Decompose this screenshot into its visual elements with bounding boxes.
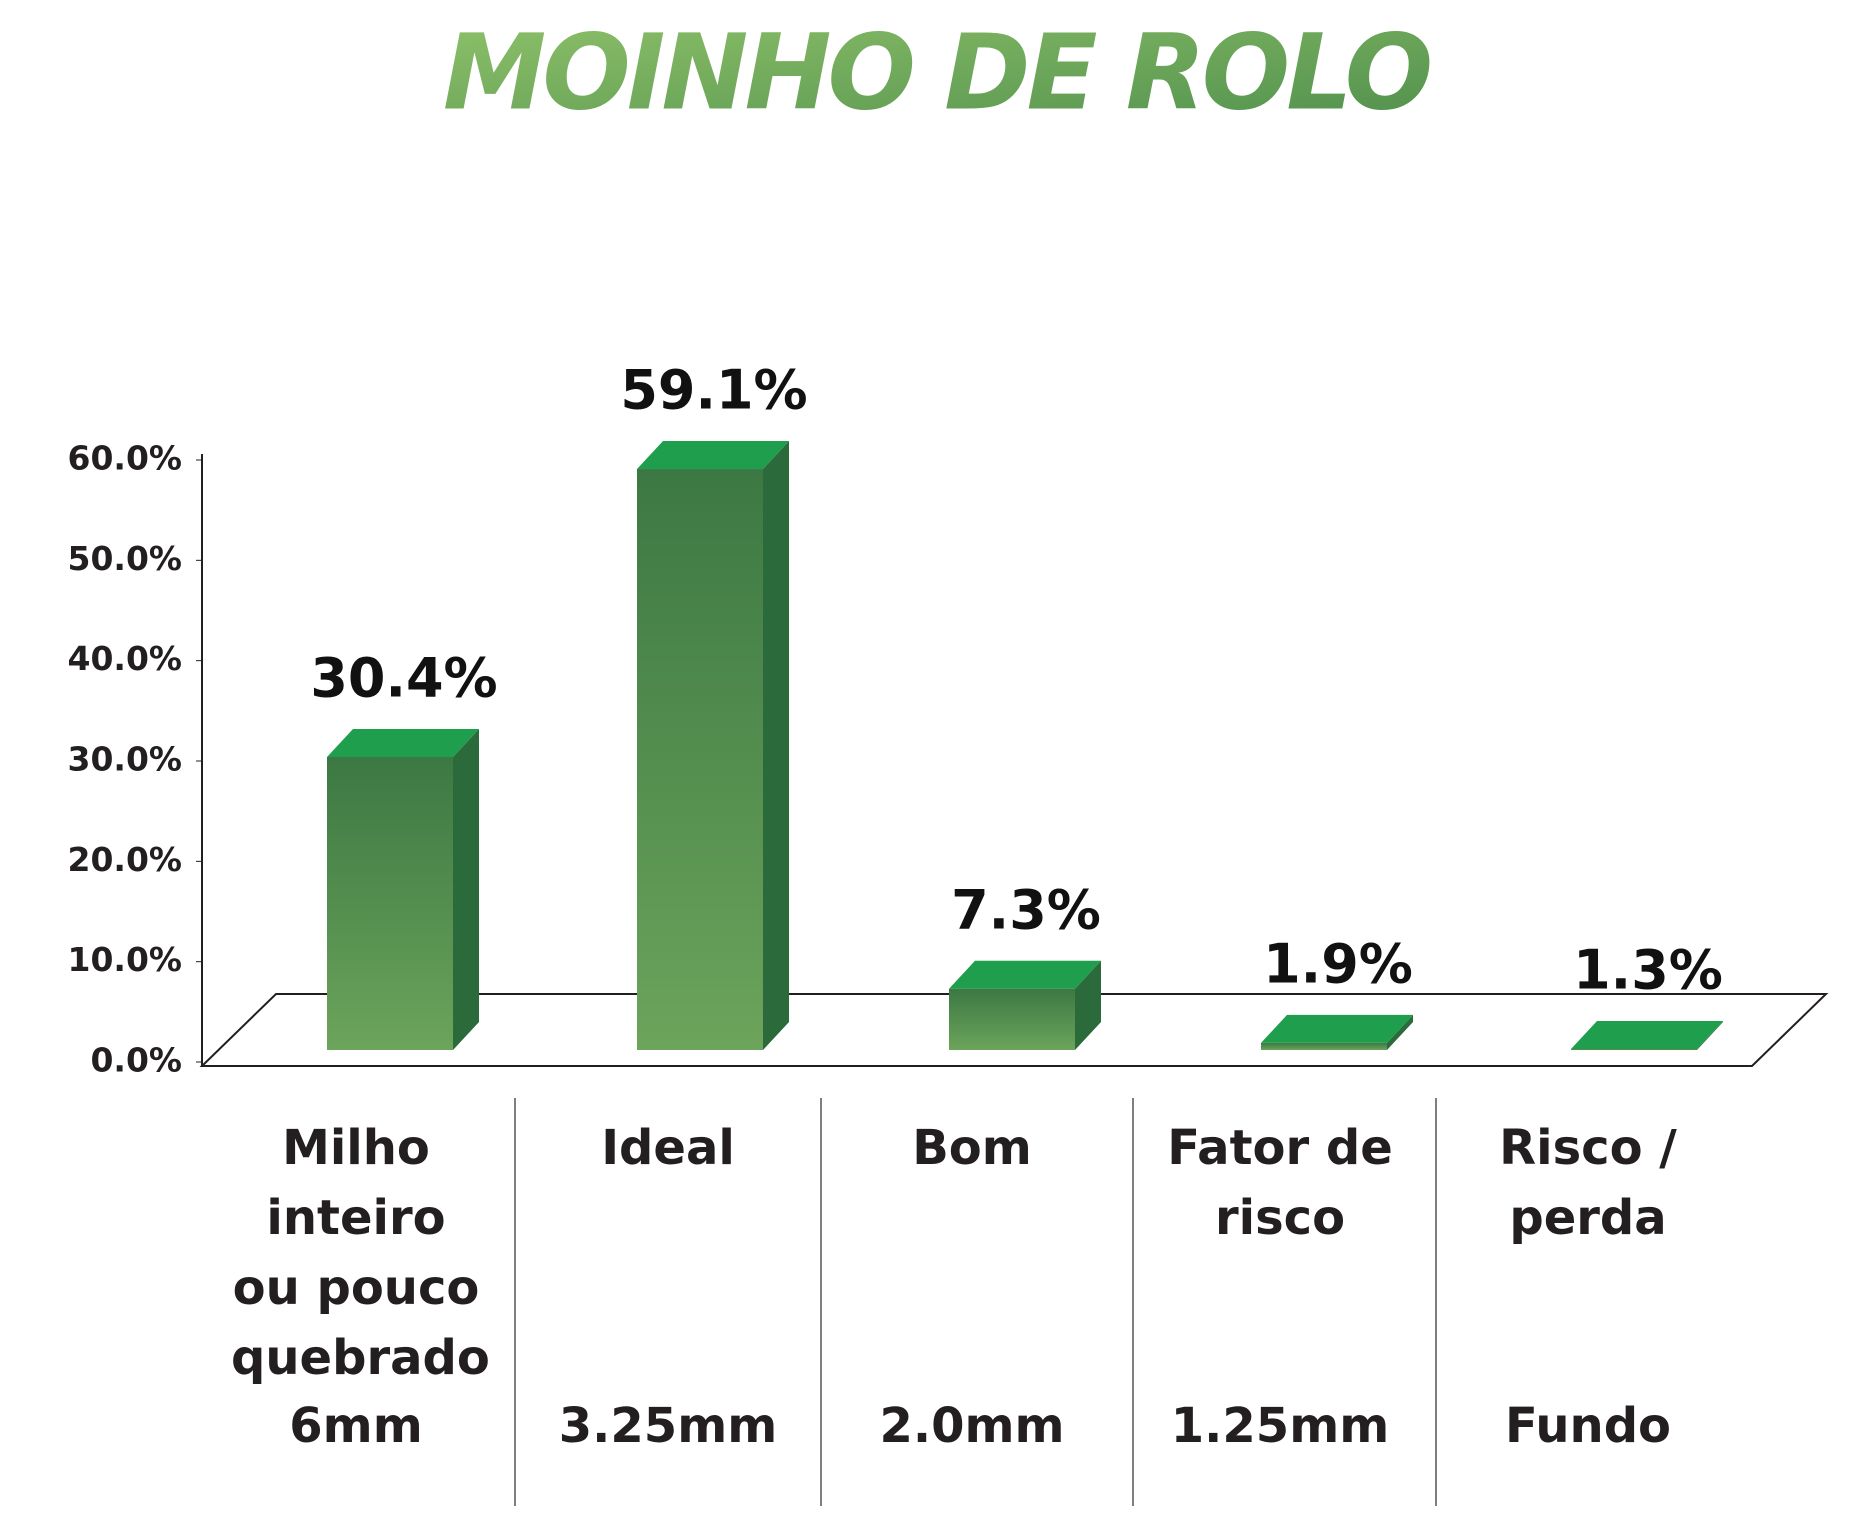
value-label: 30.4% <box>310 647 497 710</box>
value-label: 7.3% <box>951 878 1101 941</box>
size-label: 3.25mm <box>558 1398 778 1454</box>
bar-top <box>637 441 789 470</box>
bar-top <box>949 960 1101 989</box>
y-tick-label: 60.0% <box>68 439 183 478</box>
bar-side <box>1075 960 1101 1050</box>
value-label: 59.1% <box>620 359 807 422</box>
category-label: Risco / perda <box>1499 1120 1677 1246</box>
y-tick-label: 0.0% <box>90 1041 182 1080</box>
size-label: 1.25mm <box>1170 1398 1390 1454</box>
category-label: Bom <box>912 1120 1032 1176</box>
y-tick-label: 20.0% <box>68 840 183 879</box>
bar-side <box>453 728 479 1050</box>
bar-top <box>1261 1014 1413 1043</box>
bar-top <box>1571 1020 1723 1049</box>
bar <box>327 756 453 1050</box>
bar <box>1571 1048 1697 1050</box>
value-label: 1.9% <box>1263 933 1413 996</box>
chart-title: MOINHO DE ROLO <box>443 11 1430 133</box>
floor <box>199 993 1829 1067</box>
category-label: Fator de risco <box>1167 1120 1393 1246</box>
y-tick-label: 10.0% <box>68 940 183 979</box>
bar-top <box>327 728 479 757</box>
bar-side <box>1697 1020 1723 1050</box>
value-label: 1.3% <box>1573 939 1723 1002</box>
bar-side <box>1387 1014 1413 1050</box>
size-label: 6mm <box>289 1398 423 1454</box>
y-tick-label: 40.0% <box>68 639 183 678</box>
bar <box>637 469 763 1050</box>
bar <box>1261 1042 1387 1050</box>
y-tick-label: 30.0% <box>68 740 183 779</box>
bar-side <box>763 441 789 1050</box>
category-label: Milho inteiro ou pouco quebrado <box>231 1120 490 1386</box>
separators <box>514 1098 1437 1506</box>
category-label: Ideal <box>601 1120 735 1176</box>
size-label: 2.0mm <box>879 1398 1065 1454</box>
y-tick-label: 50.0% <box>68 539 183 578</box>
size-label: Fundo <box>1504 1398 1672 1454</box>
bar <box>949 988 1075 1050</box>
